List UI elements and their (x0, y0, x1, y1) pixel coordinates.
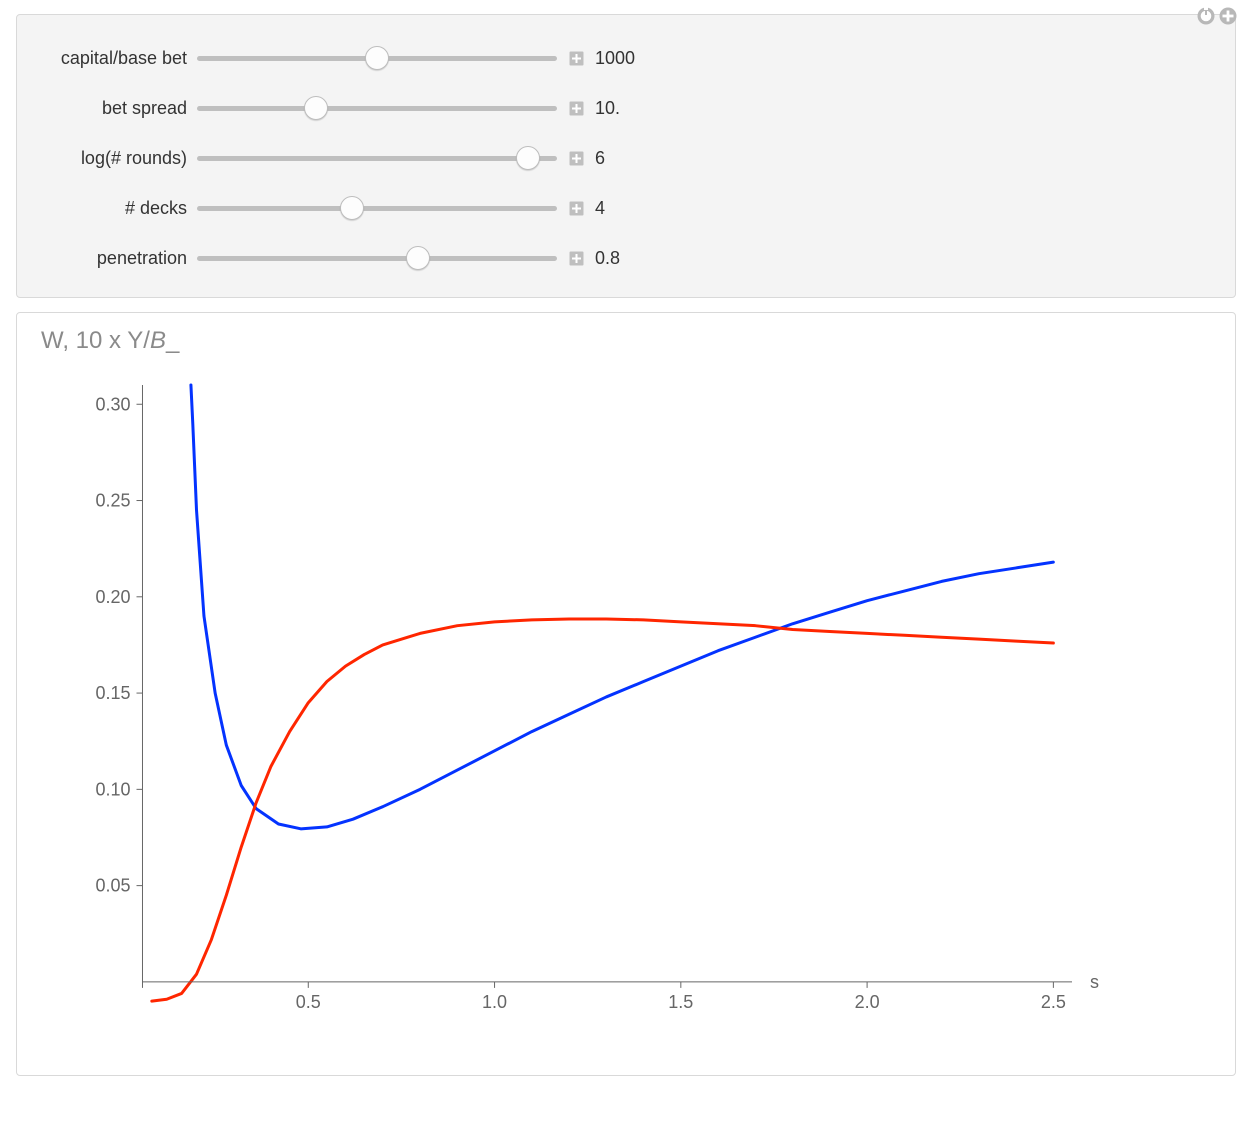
slider-label-logrounds: log(# rounds) (37, 148, 197, 169)
expand-icon[interactable] (567, 49, 585, 67)
x-tick-label: 0.5 (296, 992, 321, 1012)
slider-row-logrounds: log(# rounds) 6 (37, 133, 1215, 183)
series-blue (191, 385, 1053, 829)
slider-value-logrounds: 6 (595, 148, 605, 169)
expand-icon[interactable] (567, 99, 585, 117)
plot-area: 0.5 1.0 1.5 2.0 2.5 0.05 0.10 0.15 0.20 0.25 0.30 s (17, 355, 1127, 1075)
slider-row-decks: # decks 4 (37, 183, 1215, 233)
slider-penetration[interactable] (197, 246, 557, 270)
slider-thumb-decks[interactable] (340, 196, 364, 220)
y-tick-label: 0.05 (95, 876, 130, 896)
refresh-icon[interactable] (1196, 6, 1216, 26)
slider-thumb-penetration[interactable] (406, 246, 430, 270)
x-tick-label: 2.0 (855, 992, 880, 1012)
slider-label-capital: capital/base bet (37, 48, 197, 69)
slider-value-decks: 4 (595, 198, 605, 219)
slider-thumb-spread[interactable] (304, 96, 328, 120)
slider-thumb-capital[interactable] (365, 46, 389, 70)
slider-label-decks: # decks (37, 198, 197, 219)
expand-icon[interactable] (567, 249, 585, 267)
slider-row-penetration: penetration 0.8 (37, 233, 1215, 283)
slider-thumb-logrounds[interactable] (516, 146, 540, 170)
x-tick-label: 1.0 (482, 992, 507, 1012)
slider-logrounds[interactable] (197, 146, 557, 170)
y-tick-label: 0.25 (95, 491, 130, 511)
y-tick-label: 0.15 (95, 683, 130, 703)
y-tick-label: 0.30 (95, 394, 130, 414)
controls-panel: capital/base bet 1000 bet spread 10. log(# r… (16, 14, 1236, 298)
add-icon[interactable] (1218, 6, 1238, 26)
y-tick-label: 0.20 (95, 587, 130, 607)
series-red (152, 619, 1054, 1001)
panel-toolbar (1196, 6, 1238, 26)
slider-value-penetration: 0.8 (595, 248, 620, 269)
expand-icon[interactable] (567, 149, 585, 167)
x-axis-label: s (1090, 972, 1099, 992)
y-tick-label: 0.10 (95, 779, 130, 799)
expand-icon[interactable] (567, 199, 585, 217)
plot-y-label: W, 10 x Y/B_ (17, 313, 1235, 355)
slider-decks[interactable] (197, 196, 557, 220)
slider-label-penetration: penetration (37, 248, 197, 269)
slider-value-spread: 10. (595, 98, 620, 119)
plot-panel: W, 10 x Y/B_ 0.5 1.0 1.5 2.0 2.5 0.05 0.10 0.15… (16, 312, 1236, 1076)
slider-row-spread: bet spread 10. (37, 83, 1215, 133)
slider-capital[interactable] (197, 46, 557, 70)
slider-spread[interactable] (197, 96, 557, 120)
slider-label-spread: bet spread (37, 98, 197, 119)
slider-value-capital: 1000 (595, 48, 635, 69)
x-tick-label: 2.5 (1041, 992, 1066, 1012)
slider-row-capital: capital/base bet 1000 (37, 33, 1215, 83)
x-tick-label: 1.5 (668, 992, 693, 1012)
